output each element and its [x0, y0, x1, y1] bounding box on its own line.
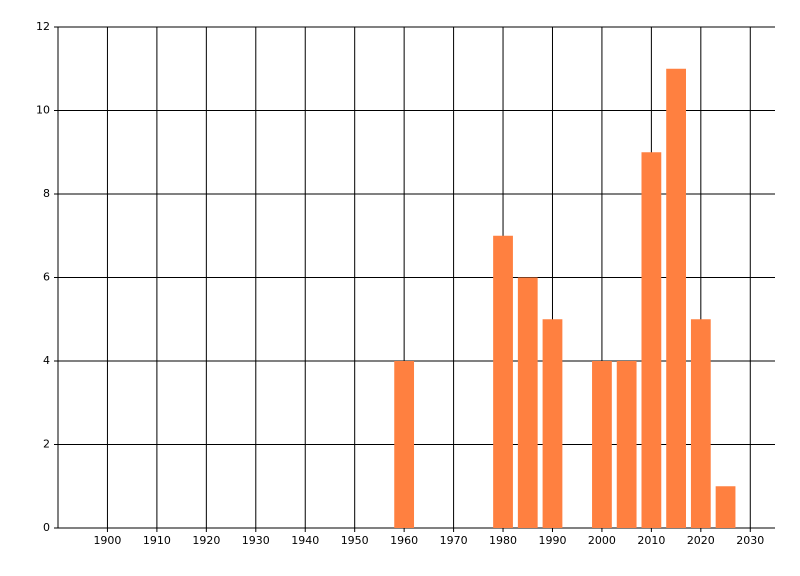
- x-tick-label: 2030: [736, 534, 764, 547]
- bar: [493, 235, 513, 528]
- bar: [517, 277, 538, 528]
- x-tick-label: 1900: [93, 534, 121, 547]
- y-tick-label: 10: [36, 104, 50, 117]
- x-tick-label: 1990: [538, 534, 566, 547]
- bar: [394, 361, 415, 528]
- bar: [542, 319, 563, 528]
- y-tick-label: 6: [43, 271, 50, 284]
- bar: [641, 152, 662, 528]
- x-tick-label: 1940: [291, 534, 319, 547]
- bar: [715, 486, 736, 528]
- x-tick-label: 2010: [637, 534, 665, 547]
- y-tick-label: 8: [43, 187, 50, 200]
- x-tick-label: 1970: [440, 534, 468, 547]
- y-tick-label: 12: [36, 20, 50, 33]
- x-tick-label: 1950: [341, 534, 369, 547]
- bar: [616, 361, 637, 528]
- x-tick-label: 1930: [242, 534, 270, 547]
- x-tick-label: 1960: [390, 534, 418, 547]
- x-tick-label: 2020: [687, 534, 715, 547]
- x-tick-label: 1910: [143, 534, 171, 547]
- bar: [592, 361, 612, 528]
- bar: [666, 68, 686, 528]
- x-tick-label: 2000: [588, 534, 616, 547]
- bar: [690, 319, 711, 528]
- x-tick-label: 1980: [489, 534, 517, 547]
- x-tick-label: 1920: [192, 534, 220, 547]
- y-tick-label: 4: [43, 354, 50, 367]
- y-tick-label: 2: [43, 438, 50, 451]
- y-tick-label: 0: [43, 521, 50, 534]
